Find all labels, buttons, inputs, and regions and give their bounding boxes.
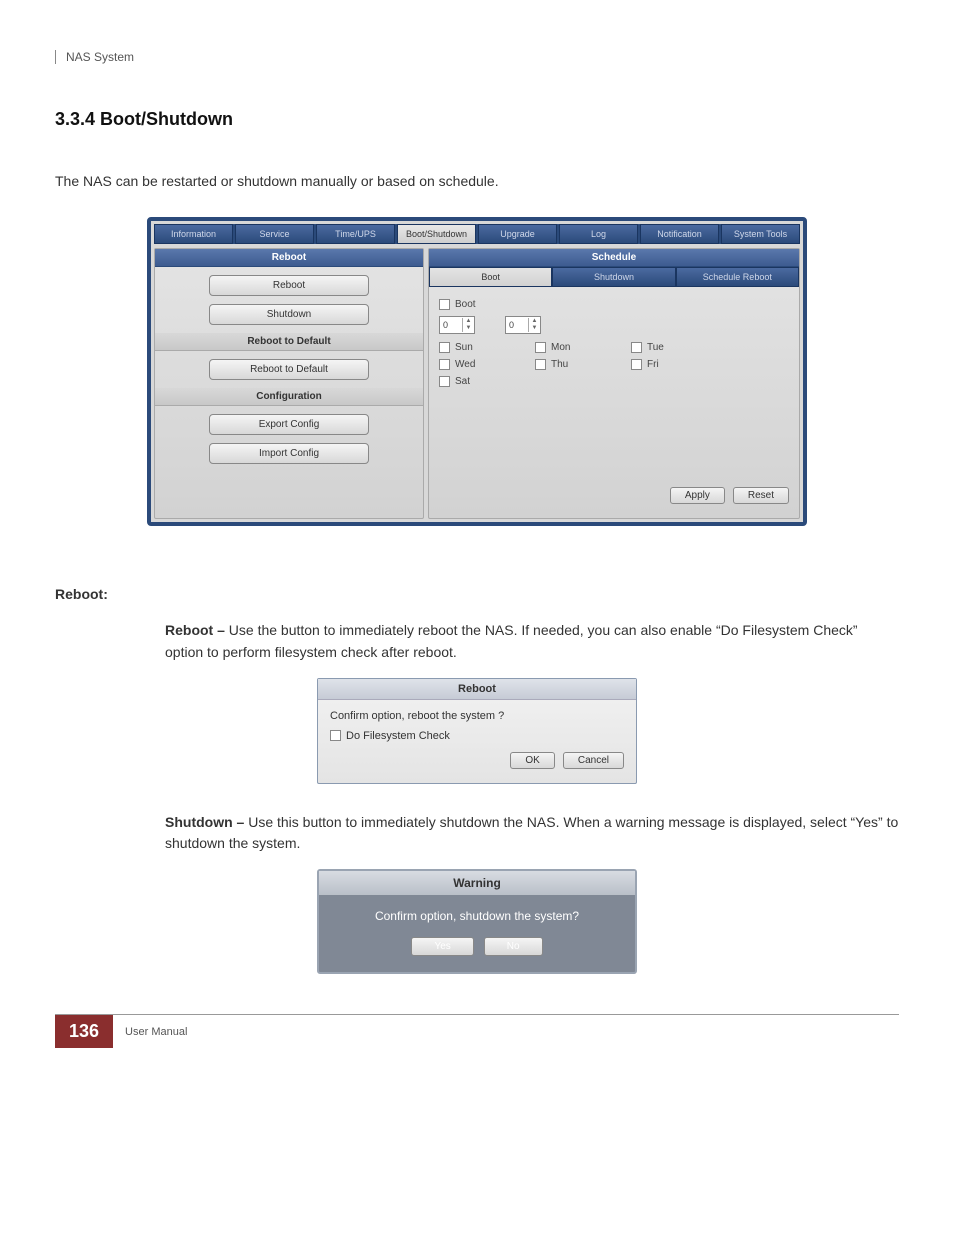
lbl-wed: Wed [455,359,475,370]
chk-wed[interactable] [439,359,450,370]
lbl-sat: Sat [455,376,470,387]
warning-yes-button[interactable]: Yes [411,937,473,956]
tab-information[interactable]: Information [154,224,233,244]
warning-prompt: Confirm option, shutdown the system? [329,909,625,923]
tab-boot-shutdown[interactable]: Boot/Shutdown [397,224,476,244]
tab-system-tools[interactable]: System Tools [721,224,800,244]
fs-check-label: Do Filesystem Check [346,730,450,742]
chk-sat[interactable] [439,376,450,387]
shutdown-description: Shutdown – Use this button to immediatel… [165,812,899,855]
hour-stepper[interactable]: 0 ▲▼ [439,316,475,334]
warning-dialog: Warning Confirm option, shutdown the sys… [317,869,637,974]
hour-down-icon[interactable]: ▼ [463,325,474,332]
reboot-ok-button[interactable]: OK [510,752,554,769]
chk-mon[interactable] [535,342,546,353]
section-intro: The NAS can be restarted or shutdown man… [55,170,899,192]
tab-upgrade[interactable]: Upgrade [478,224,557,244]
days-grid: Sun Mon Tue Wed Thu Fri Sat [439,342,699,387]
fs-check-checkbox[interactable] [330,730,341,741]
schedule-subtabs: Boot Shutdown Schedule Reboot [429,267,799,287]
tab-notification[interactable]: Notification [640,224,719,244]
reboot-desc-label: Reboot: [55,586,899,602]
lbl-tue: Tue [647,342,664,353]
warning-title: Warning [319,871,635,895]
subtab-schedule-reboot[interactable]: Schedule Reboot [676,267,799,287]
boot-enable-checkbox[interactable] [439,299,450,310]
chk-fri[interactable] [631,359,642,370]
page-footer: 136 User Manual [55,1014,899,1048]
reboot-section-header: Reboot [155,249,423,267]
reboot-text: Use the button to immediately reboot the… [165,622,858,660]
minute-down-icon[interactable]: ▼ [529,325,540,332]
boot-enable-label: Boot [455,299,476,310]
chk-tue[interactable] [631,342,642,353]
minute-stepper[interactable]: 0 ▲▼ [505,316,541,334]
subtab-shutdown[interactable]: Shutdown [552,267,675,287]
warning-no-button[interactable]: No [484,937,543,956]
subtab-boot[interactable]: Boot [429,267,552,287]
footer-label: User Manual [125,1026,187,1038]
shutdown-text: Use this button to immediately shutdown … [165,814,898,852]
import-config-button[interactable]: Import Config [209,443,369,464]
nas-config-panel: Information Service Time/UPS Boot/Shutdo… [147,217,807,526]
configuration-header: Configuration [155,388,423,406]
reboot-cancel-button[interactable]: Cancel [563,752,624,769]
minute-value: 0 [506,320,528,330]
schedule-header: Schedule [429,249,799,267]
reboot-dialog-title: Reboot [318,679,636,700]
reset-button[interactable]: Reset [733,487,789,504]
boot-schedule-form: Boot 0 ▲▼ 0 ▲▼ Sun Mon Tue Wed [429,287,799,399]
chk-thu[interactable] [535,359,546,370]
lbl-sun: Sun [455,342,473,353]
reboot-default-header: Reboot to Default [155,333,423,351]
reboot-button[interactable]: Reboot [209,275,369,296]
tab-log[interactable]: Log [559,224,638,244]
reboot-bold: Reboot – [165,622,225,638]
main-tab-row: Information Service Time/UPS Boot/Shutdo… [154,224,800,244]
export-config-button[interactable]: Export Config [209,414,369,435]
shutdown-bold: Shutdown – [165,814,244,830]
hour-value: 0 [440,320,462,330]
tab-time-ups[interactable]: Time/UPS [316,224,395,244]
right-column: Schedule Boot Shutdown Schedule Reboot B… [428,248,800,519]
lbl-mon: Mon [551,342,570,353]
left-column: Reboot Reboot Shutdown Reboot to Default… [154,248,424,519]
shutdown-button[interactable]: Shutdown [209,304,369,325]
chk-sun[interactable] [439,342,450,353]
lbl-fri: Fri [647,359,659,370]
reboot-description: Reboot – Use the button to immediately r… [165,620,899,663]
page-header: NAS System [55,50,899,64]
reboot-default-button[interactable]: Reboot to Default [209,359,369,380]
product-name: NAS System [66,50,134,64]
hour-up-icon[interactable]: ▲ [463,318,474,325]
page-number: 136 [55,1015,113,1048]
section-title: 3.3.4 Boot/Shutdown [55,109,899,130]
tab-service[interactable]: Service [235,224,314,244]
minute-up-icon[interactable]: ▲ [529,318,540,325]
lbl-thu: Thu [551,359,568,370]
reboot-dialog: Reboot Confirm option, reboot the system… [317,678,637,784]
reboot-dialog-prompt: Confirm option, reboot the system ? [330,710,624,722]
apply-button[interactable]: Apply [670,487,725,504]
